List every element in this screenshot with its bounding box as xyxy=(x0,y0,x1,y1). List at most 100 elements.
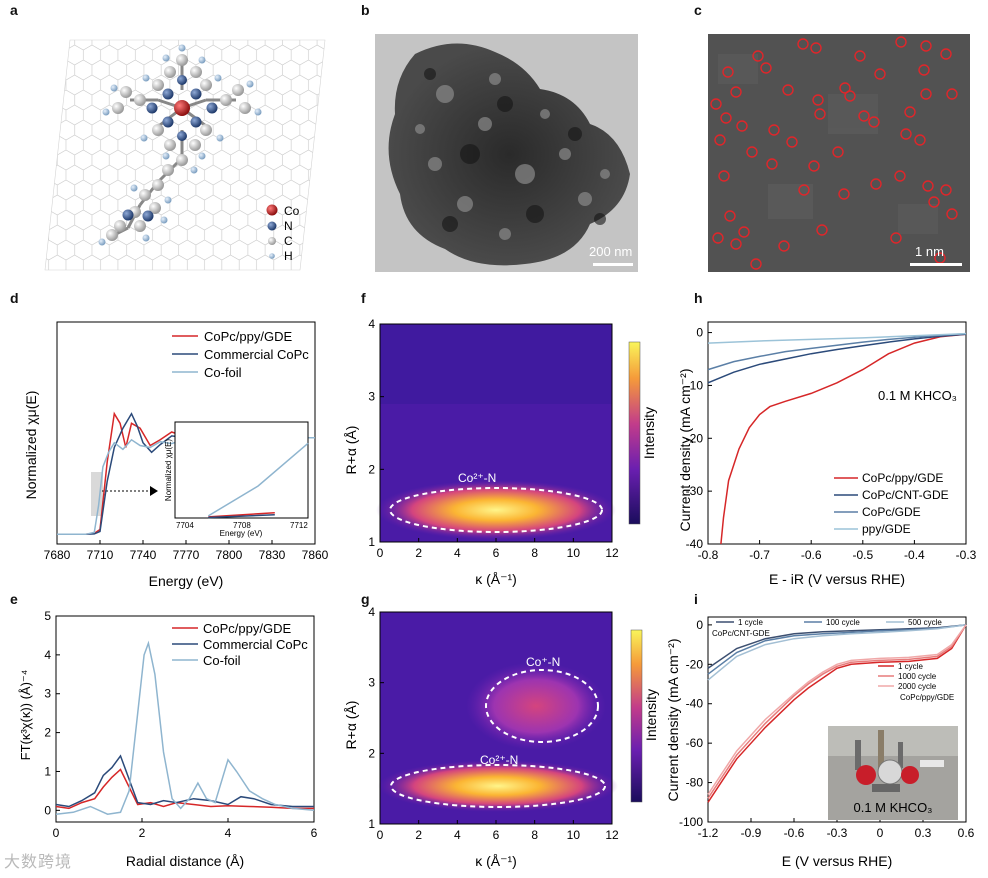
f-ticks-x-6: 12 xyxy=(605,546,619,560)
chart-g-colorbar-label: Intensity xyxy=(643,689,659,741)
g-ticks-x-6: 12 xyxy=(605,828,619,842)
chart-i-photo-caption: 0.1 M KHCO₃ xyxy=(854,800,933,815)
f-ticks-x-5: 10 xyxy=(567,546,581,560)
h-ticks-x-0: -0.8 xyxy=(698,548,719,562)
cobalt-atom xyxy=(174,100,190,116)
chart-e: FT(κ³χ(κ)) (Å)⁻⁴ 0 2 4 6 0 1 2 3 4 5 CoPc/ppy/GDE… xyxy=(18,609,318,869)
h-ticks-x-2: -0.6 xyxy=(801,548,822,562)
d-ticks-x-2: 7740 xyxy=(130,548,157,562)
chart-h-ylabel: Current density (mA cm⁻²) xyxy=(677,369,693,532)
i-lines-series-1 xyxy=(707,624,967,669)
g-ticks-y-1: 2 xyxy=(368,746,375,760)
f-ticks-x-1: 2 xyxy=(415,546,422,560)
chart-i-legend-bottom-1: 1 cycle xyxy=(898,662,923,671)
chart-h-legend-3: CoPc/GDE xyxy=(862,505,921,519)
panel-label-h: h xyxy=(694,290,703,306)
i-ticks-x-5: 0.3 xyxy=(915,826,932,840)
f-ticks-y-3: 4 xyxy=(368,317,375,331)
d-ticks-x-0: 7680 xyxy=(44,548,71,562)
i-ticks-y-0: 0 xyxy=(696,618,703,632)
i-ticks-y-2: -40 xyxy=(686,697,704,711)
i-ticks-x-4: 0 xyxy=(877,826,884,840)
g-ticks-x-5: 10 xyxy=(567,828,581,842)
tem-scale-label: 200 nm xyxy=(589,244,633,259)
e-ticks-y-4: 4 xyxy=(44,648,51,662)
chart-i-legend-top-1: 1 cycle xyxy=(738,618,763,627)
i-ticks-y-1: -20 xyxy=(686,657,704,671)
f-ticks-y-2: 3 xyxy=(368,390,375,404)
legend-co: Co xyxy=(284,204,300,218)
chart-e-legend-3: Co-foil xyxy=(203,653,241,668)
chart-d-legend-2: Commercial CoPc xyxy=(204,347,309,362)
chart-d-legend-3: Co-foil xyxy=(204,365,242,380)
chart-e-xlabel: Radial distance (Å) xyxy=(126,853,244,869)
i-lines-series-6 xyxy=(707,624,967,795)
e-ticks-y-5: 5 xyxy=(44,609,51,623)
f-ticks-x-0: 0 xyxy=(377,546,384,560)
chart-i-legend-bottom-2: 1000 cycle xyxy=(898,672,937,681)
chart-e-legend-2: Commercial CoPc xyxy=(203,637,308,652)
d-ticks-x-3: 7770 xyxy=(173,548,200,562)
e-ticks-x-2: 4 xyxy=(225,826,232,840)
d-ticks-x-5: 7830 xyxy=(259,548,286,562)
chart-f-colorbar-label: Intensity xyxy=(641,407,657,459)
chart-h-legend-4: ppy/GDE xyxy=(862,522,911,536)
e-ticks-y-2: 2 xyxy=(44,726,51,740)
d-inset-series-3 xyxy=(207,442,309,517)
chart-h: Current density (mA cm⁻²) -0.8 -0.7 -0.6 -0… xyxy=(677,321,977,587)
chart-d-ylabel: Normalized χμ(E) xyxy=(23,391,39,500)
i-ticks-x-6: 0.6 xyxy=(958,826,975,840)
chart-d-xlabel: Energy (eV) xyxy=(149,573,224,589)
watermark-text: 大数跨境 xyxy=(4,854,73,871)
chart-h-legend-1: CoPc/ppy/GDE xyxy=(862,471,943,485)
h-lines-series-3 xyxy=(707,332,967,371)
h-lines-series-1 xyxy=(720,333,967,545)
h-lines-series-2 xyxy=(707,333,967,384)
haadf-image: 1 nm xyxy=(708,34,970,272)
g-ticks-x-3: 6 xyxy=(493,828,500,842)
e-ticks-y-0: 0 xyxy=(44,803,51,817)
e-ticks-y-3: 3 xyxy=(44,687,51,701)
single-atom-markers xyxy=(708,34,970,272)
chart-g-annotation-2: Co²⁺-N xyxy=(480,753,518,767)
h-ticks-y-2: -20 xyxy=(686,431,704,445)
g-ticks-x-1: 2 xyxy=(415,828,422,842)
e-ticks-x-1: 2 xyxy=(139,826,146,840)
panel-label-g: g xyxy=(361,591,370,607)
nitrogen-atoms xyxy=(122,75,218,222)
chart-i-ylabel: Current density (mA cm⁻²) xyxy=(665,639,681,802)
h-ticks-x-1: -0.7 xyxy=(749,548,770,562)
chart-g-peak-1-outline xyxy=(485,669,599,743)
chart-i-legend-top-caption: CoPc/CNT-GDE xyxy=(712,629,770,638)
electrolyzer-photo xyxy=(828,726,958,820)
i-ticks-x-2: -0.6 xyxy=(784,826,805,840)
e-ticks-x-0: 0 xyxy=(53,826,60,840)
chart-d-highlight xyxy=(91,472,103,516)
chart-g-peak-2 xyxy=(378,760,618,812)
chart-f-xlabel: κ (Å⁻¹) xyxy=(475,571,517,587)
e-ticks-x-3: 6 xyxy=(311,826,318,840)
d-inset-series-1 xyxy=(208,511,275,518)
panel-label-f: f xyxy=(361,290,366,306)
chart-g: R+α (Å) Co⁺-N Co²⁺-N Intensity 0 2 4 6 8 10 12… xyxy=(343,605,659,869)
f-ticks-y-1: 2 xyxy=(368,462,375,476)
chart-g-xlabel: κ (Å⁻¹) xyxy=(475,853,517,869)
chart-e-legend-1: CoPc/ppy/GDE xyxy=(203,621,291,636)
chart-h-xlabel: E - iR (V versus RHE) xyxy=(769,571,905,587)
chart-d: Normalized χμ(E) 7680 7710 7740 7770 7800 783… xyxy=(23,321,329,589)
h-ticks-x-4: -0.4 xyxy=(904,548,925,562)
panel-label-e: e xyxy=(10,591,18,607)
g-ticks-x-0: 0 xyxy=(377,828,384,842)
chart-h-legend-2: CoPc/CNT-GDE xyxy=(862,488,949,502)
h-ticks-y-0: 0 xyxy=(696,326,703,340)
i-lines-series-4 xyxy=(707,624,967,803)
chart-h-note: 0.1 M KHCO₃ xyxy=(878,388,957,403)
chart-f-peak xyxy=(376,480,616,540)
f-ticks-x-2: 4 xyxy=(454,546,461,560)
chart-i-legend-bottom-3: 2000 cycle xyxy=(898,682,937,691)
i-ticks-x-3: -0.3 xyxy=(827,826,848,840)
chart-i-xlabel: E (V versus RHE) xyxy=(782,853,892,869)
chart-e-frame xyxy=(55,615,315,823)
h-lines-series-4 xyxy=(707,332,967,344)
